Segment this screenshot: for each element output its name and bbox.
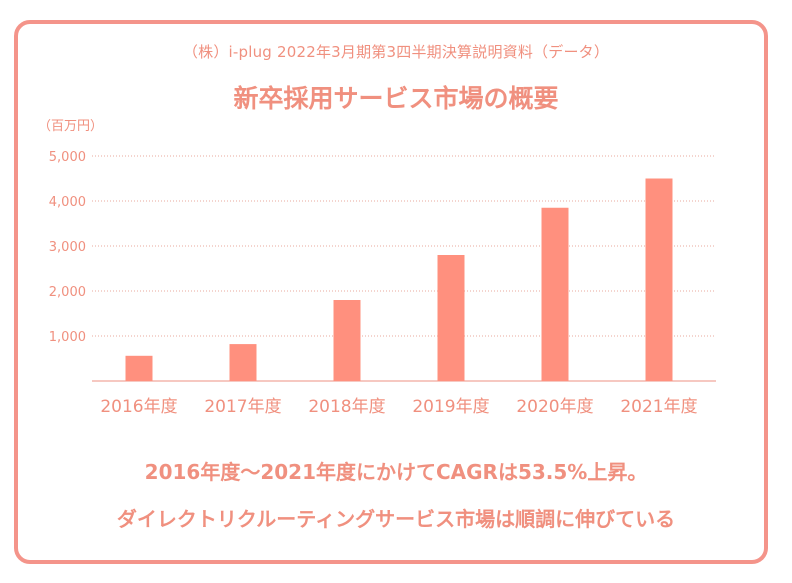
bar	[229, 344, 257, 381]
y-tick-label: 4,000	[49, 195, 86, 210]
y-tick-label: 3,000	[49, 240, 86, 255]
caption-line-1: 2016年度〜2021年度にかけてCAGRは53.5%上昇。	[144, 460, 648, 484]
document-subtitle: （株）i-plug 2022年3月期第3四半期決算説明資料（データ）	[182, 43, 610, 61]
caption-line-2: ダイレクトリクルーティングサービス市場は順調に伸びている	[116, 507, 676, 531]
x-tick-label: 2021年度	[620, 397, 697, 417]
bar	[437, 255, 465, 381]
bar	[645, 178, 673, 381]
x-tick-label: 2018年度	[308, 397, 385, 417]
x-tick-label: 2017年度	[204, 397, 281, 417]
y-tick-label: 5,000	[49, 150, 86, 165]
chart-frame	[14, 20, 768, 564]
bar	[541, 207, 569, 381]
y-axis-unit-label: （百万円）	[38, 119, 104, 134]
y-tick-label: 1,000	[49, 330, 86, 345]
chart-title: 新卒採用サービス市場の概要	[233, 84, 559, 113]
y-tick-label: 2,000	[49, 285, 86, 300]
x-tick-label: 2020年度	[516, 397, 593, 417]
x-tick-label: 2016年度	[100, 397, 177, 417]
x-tick-label: 2019年度	[412, 397, 489, 417]
bar	[125, 355, 153, 381]
bar	[333, 300, 361, 381]
